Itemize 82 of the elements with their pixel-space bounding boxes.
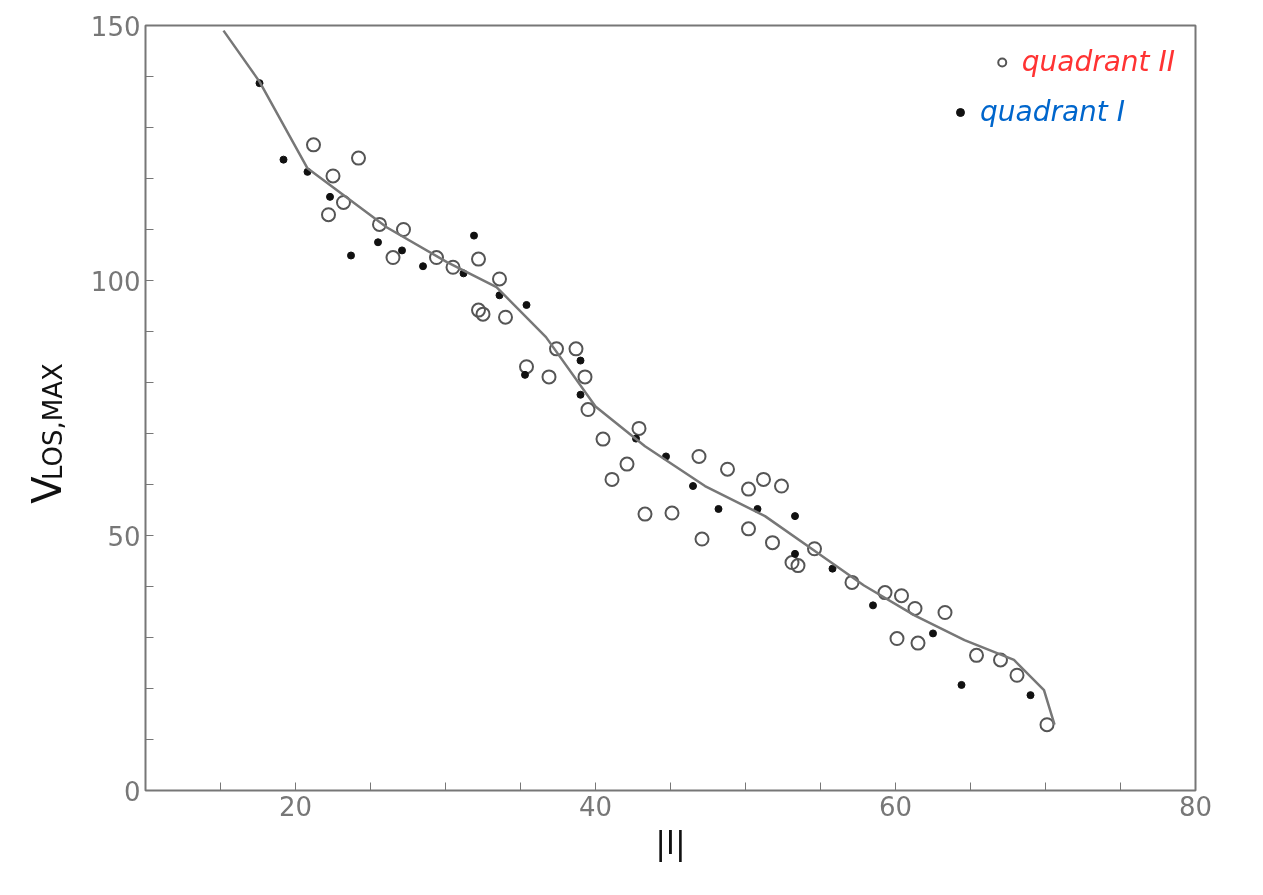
x-tick-label: 80 xyxy=(1178,791,1213,822)
point xyxy=(689,482,697,491)
point xyxy=(429,250,444,266)
point xyxy=(631,420,647,436)
point xyxy=(568,341,584,357)
y-tick-label: 0 xyxy=(123,776,141,807)
point xyxy=(869,601,877,610)
point xyxy=(492,271,507,287)
point xyxy=(807,541,822,557)
point xyxy=(637,506,653,522)
point xyxy=(664,505,680,521)
y-tick-label: 50 xyxy=(107,521,141,552)
point xyxy=(791,512,799,521)
x-tick-label: 40 xyxy=(578,791,613,822)
y-tick-label: 100 xyxy=(90,266,141,297)
point xyxy=(519,359,534,375)
legend-label: quadrant II xyxy=(1021,45,1175,78)
point xyxy=(374,238,382,247)
point xyxy=(791,549,799,558)
point xyxy=(894,588,909,604)
point xyxy=(549,341,564,357)
point xyxy=(325,168,341,184)
point xyxy=(1009,667,1025,683)
point xyxy=(470,231,478,240)
point xyxy=(336,194,351,210)
point xyxy=(541,369,557,385)
point xyxy=(351,150,366,166)
point xyxy=(828,564,837,573)
point xyxy=(694,531,710,547)
point xyxy=(889,631,905,647)
point xyxy=(937,605,953,620)
point xyxy=(784,555,800,571)
point xyxy=(1039,717,1055,733)
x-axis-title: |l| xyxy=(655,823,686,862)
point xyxy=(321,207,336,223)
point xyxy=(576,390,585,399)
point xyxy=(741,481,756,497)
point xyxy=(279,155,288,164)
x-tick-label: 60 xyxy=(878,791,913,822)
point xyxy=(765,535,780,551)
point xyxy=(495,291,504,300)
point xyxy=(522,300,531,309)
point xyxy=(398,246,406,255)
point xyxy=(1026,691,1035,700)
point xyxy=(521,370,529,379)
point xyxy=(910,635,926,651)
point xyxy=(604,471,620,487)
point xyxy=(385,250,401,266)
point xyxy=(844,574,860,590)
point xyxy=(691,448,707,464)
point xyxy=(475,306,491,322)
point xyxy=(595,431,611,447)
x-tick-label: 20 xyxy=(278,791,313,822)
point xyxy=(877,585,893,601)
y-tick-label: 150 xyxy=(90,11,141,42)
point xyxy=(471,302,486,318)
point xyxy=(907,600,923,616)
point xyxy=(957,680,966,689)
point xyxy=(326,192,334,201)
point xyxy=(929,629,937,638)
point xyxy=(372,216,387,232)
y-axis-title: VLOS,MAX xyxy=(23,363,70,504)
point xyxy=(580,402,596,418)
point xyxy=(619,456,635,472)
point xyxy=(498,309,513,325)
point xyxy=(445,259,461,275)
point xyxy=(419,262,427,271)
point xyxy=(720,461,735,477)
point xyxy=(347,251,355,260)
point xyxy=(774,478,789,494)
point xyxy=(790,558,806,574)
point xyxy=(396,222,411,237)
point xyxy=(756,471,771,487)
point xyxy=(576,356,585,365)
point xyxy=(969,647,984,663)
legend-label: quadrant I xyxy=(979,95,1125,128)
point xyxy=(471,251,486,267)
point xyxy=(306,137,321,153)
point xyxy=(741,521,756,537)
point xyxy=(577,369,593,385)
point xyxy=(993,652,1008,668)
point xyxy=(714,504,723,513)
